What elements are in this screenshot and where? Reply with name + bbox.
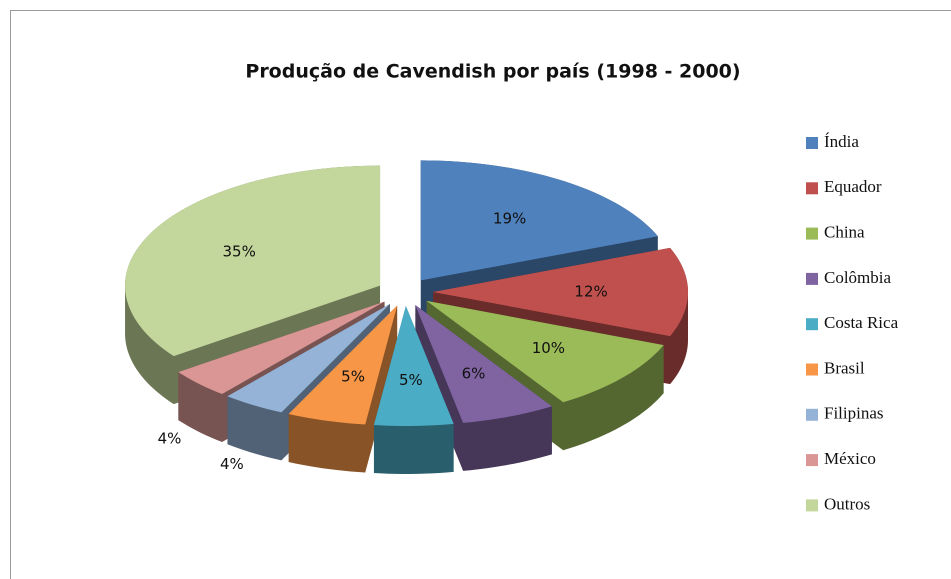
data-label: 6% [462,365,486,383]
legend-swatch [806,499,818,512]
legend-label: China [824,223,865,242]
legend-label: Outros [824,494,870,513]
legend-swatch [806,454,818,467]
legend-swatch [806,363,818,376]
data-label: 4% [220,455,244,473]
legend-label: Costa Rica [824,313,899,332]
slice [373,305,454,474]
legend-label: Equador [824,177,882,196]
legend-swatch [806,318,818,331]
data-label: 5% [399,371,423,389]
slice-top [288,305,398,425]
legend-label: Brasil [824,358,865,377]
slice-top [415,305,552,423]
slice-top [426,300,664,403]
data-label: 35% [223,242,256,260]
legend-swatch [806,182,818,195]
slice [288,305,398,473]
legend-label: Índia [824,132,859,151]
slice-top [178,301,385,395]
legend-label: Colômbia [824,268,892,287]
legend-label: México [824,449,876,468]
slice-top [125,165,381,357]
data-label: 19% [493,209,526,227]
slice [426,300,664,451]
data-label: 10% [532,339,565,357]
data-label: 12% [574,283,607,301]
legend-swatch [806,137,818,149]
chart-title: Produção de Cavendish por país (1998 - 2… [245,61,740,83]
legend-swatch [806,408,818,421]
slice-top [227,303,390,413]
legend-swatch [806,227,818,240]
data-label: 5% [341,367,365,385]
slice-top [433,247,688,337]
legend-swatch [806,272,818,285]
legend-label: Filipinas [824,404,884,423]
slice-top [373,305,454,426]
slice-top [420,160,658,281]
slice [227,303,390,461]
data-label: 4% [158,430,182,448]
